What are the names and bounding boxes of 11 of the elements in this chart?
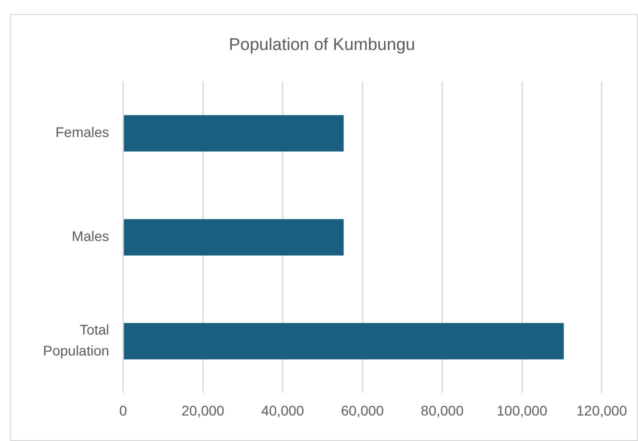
y-tick-label: Total Population <box>42 322 110 359</box>
x-tick-label: 80,000 <box>420 402 464 418</box>
x-tick-label: 100,000 <box>496 402 548 418</box>
y-tick-label: Females <box>55 124 110 140</box>
x-tick-label: 0 <box>119 402 128 418</box>
y-tick-label: Males <box>72 228 110 244</box>
x-tick-label: 60,000 <box>341 402 384 418</box>
x-tick-label: 120,000 <box>576 402 628 418</box>
chart-title: Population of Kumbungu <box>228 34 416 54</box>
x-tick-label: 20,000 <box>182 402 225 418</box>
x-tick-label: 40,000 <box>261 402 304 418</box>
